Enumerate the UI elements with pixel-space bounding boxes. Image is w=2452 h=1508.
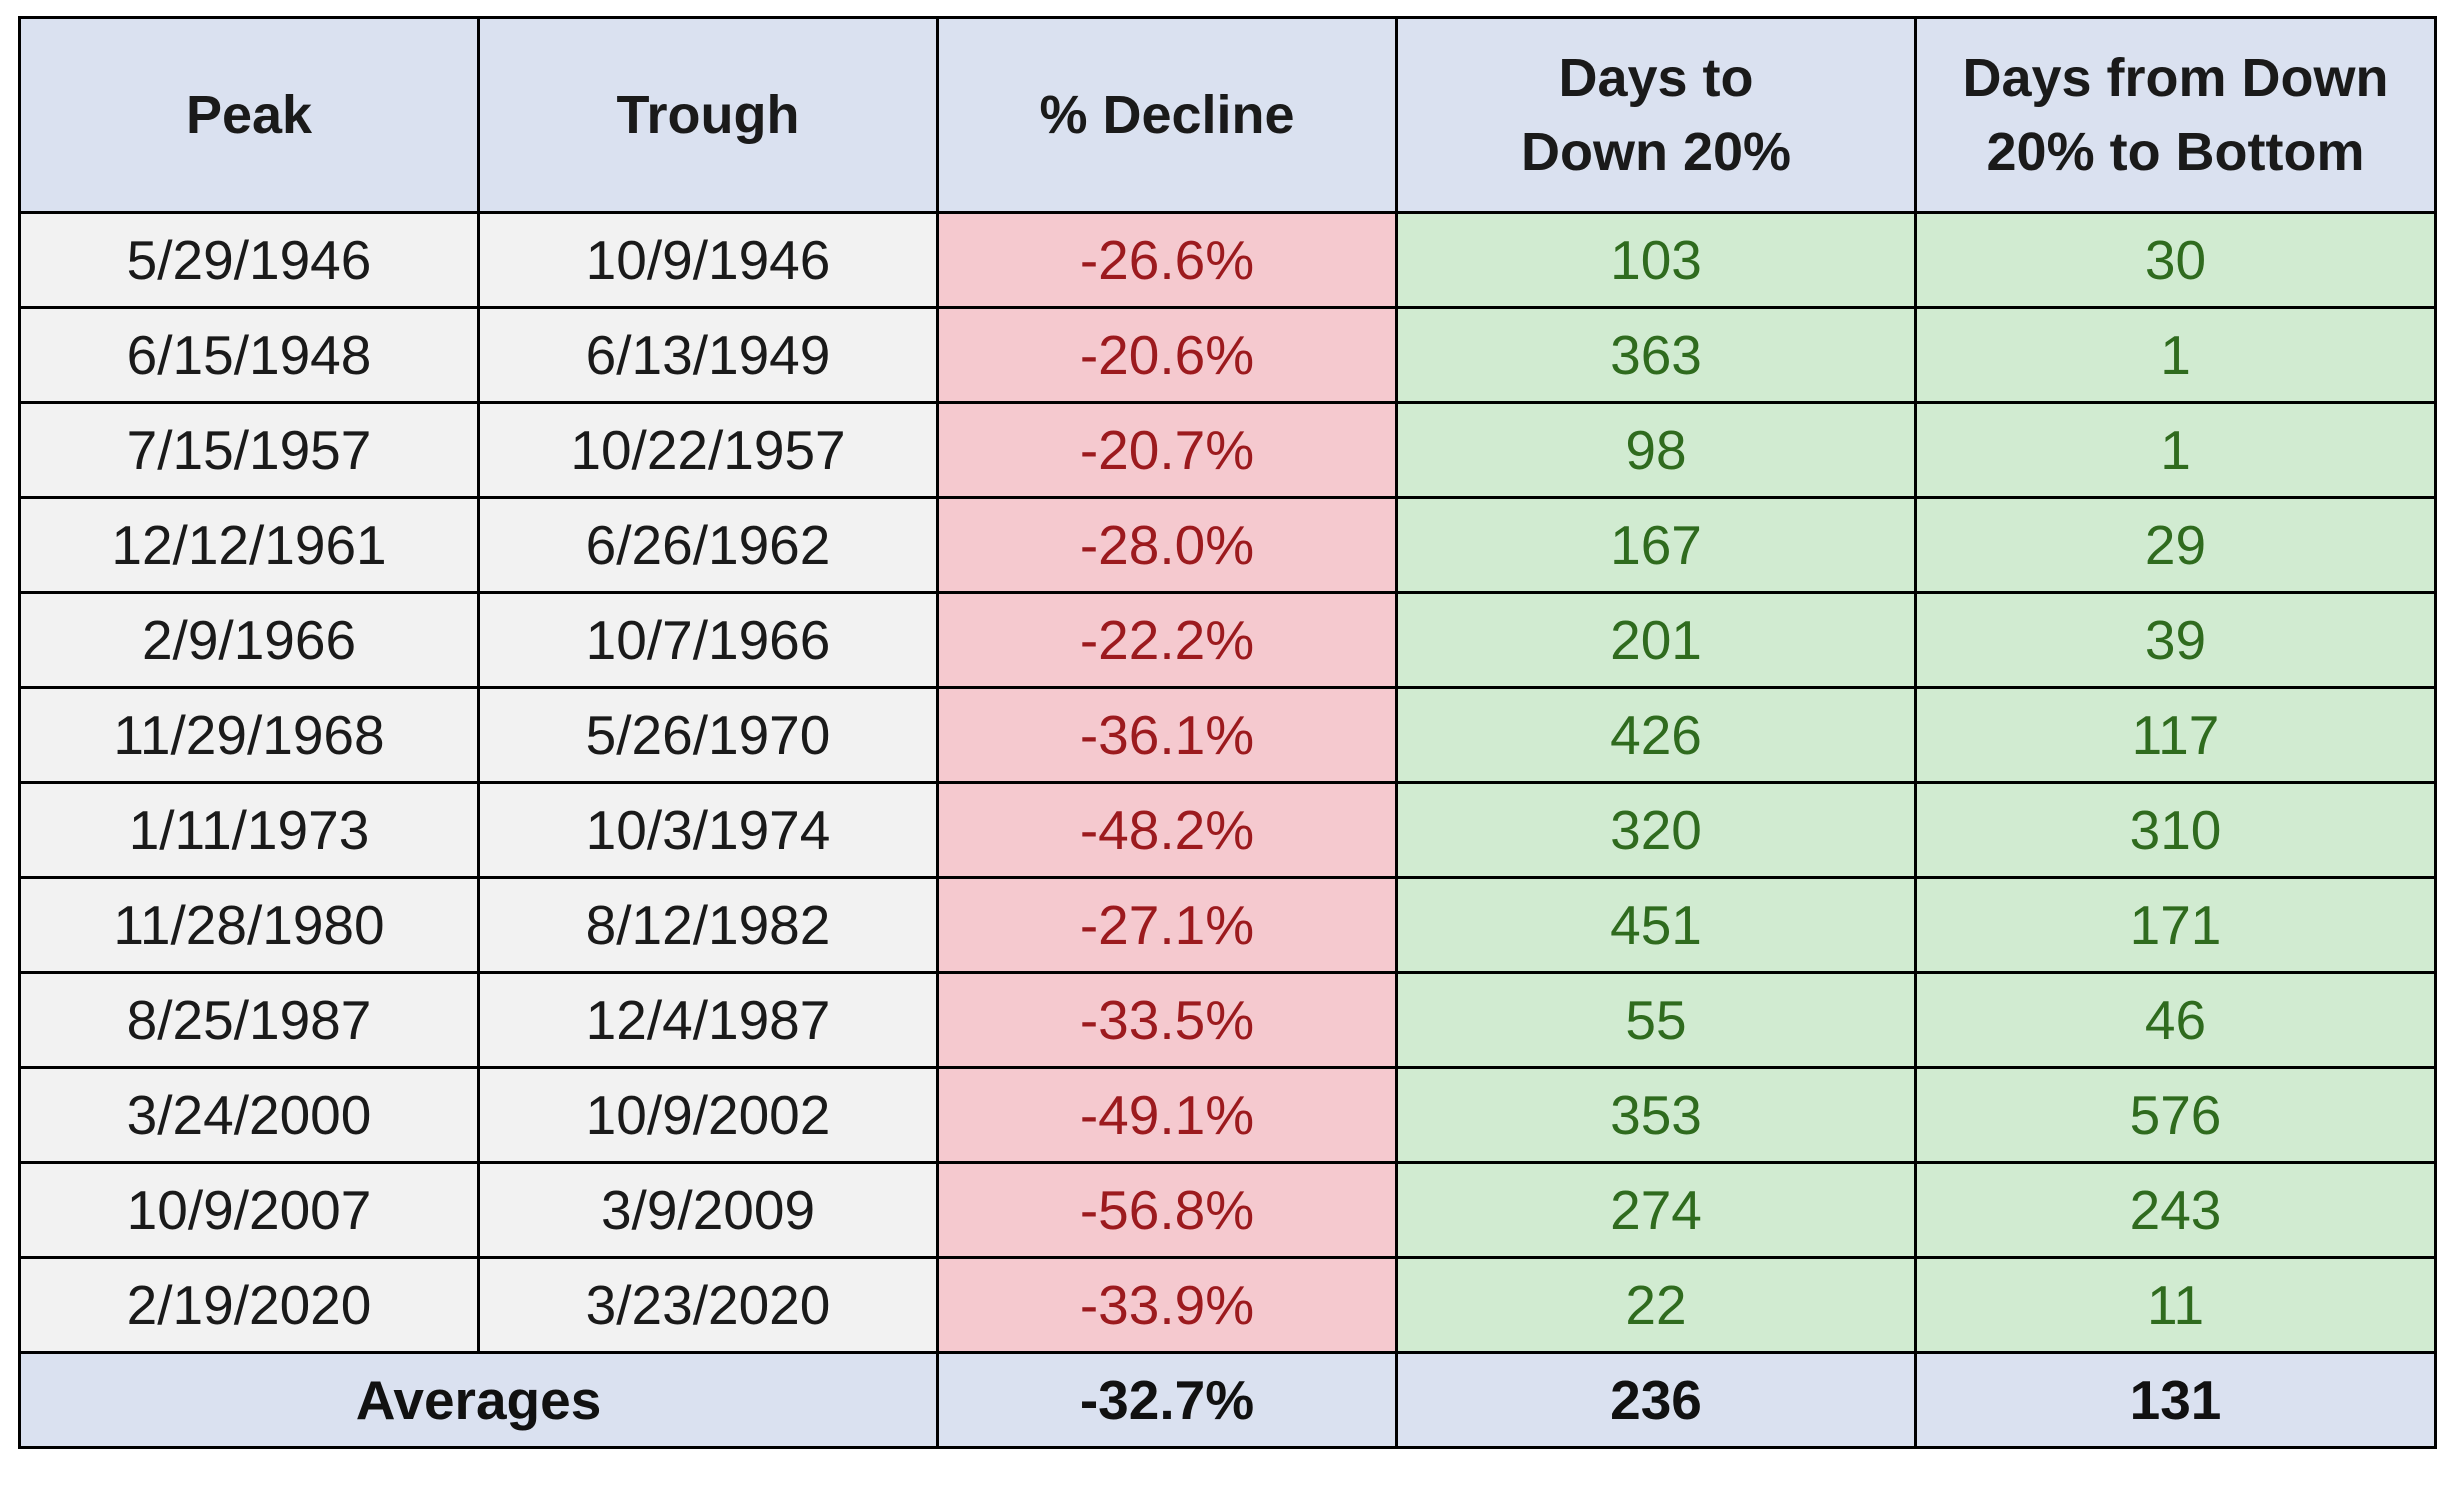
cell-trough: 10/9/2002 (477, 1066, 939, 1164)
cell-days-from: 11 (1914, 1256, 2437, 1354)
cell-decline: -33.9% (936, 1256, 1398, 1354)
averages-days-to: 236 (1395, 1351, 1917, 1449)
cell-peak: 3/24/2000 (18, 1066, 480, 1164)
cell-days-from: 576 (1914, 1066, 2437, 1164)
cell-trough: 10/22/1957 (477, 401, 939, 499)
cell-trough: 10/9/1946 (477, 211, 939, 309)
header-decline: % Decline (936, 16, 1398, 214)
cell-peak: 11/28/1980 (18, 876, 480, 974)
cell-decline: -20.6% (936, 306, 1398, 404)
cell-peak: 1/11/1973 (18, 781, 480, 879)
cell-decline: -20.7% (936, 401, 1398, 499)
cell-days-from: 46 (1914, 971, 2437, 1069)
header-peak: Peak (18, 16, 480, 214)
cell-peak: 6/15/1948 (18, 306, 480, 404)
table-body: 5/29/1946 10/9/1946 -26.6% 103 30 6/15/1948 6/… (18, 211, 2437, 1354)
cell-decline: -22.2% (936, 591, 1398, 689)
cell-decline: -36.1% (936, 686, 1398, 784)
header-days-to-line-2: Down 20% (1520, 122, 1792, 182)
header-trough: Trough (477, 16, 939, 214)
cell-decline: -33.5% (936, 971, 1398, 1069)
cell-days-to: 274 (1395, 1161, 1917, 1259)
cell-trough: 6/13/1949 (477, 306, 939, 404)
cell-decline: -28.0% (936, 496, 1398, 594)
header-days-from-line-1: Days from Down (1962, 48, 2389, 108)
cell-days-from: 117 (1914, 686, 2437, 784)
cell-trough: 12/4/1987 (477, 971, 939, 1069)
cell-decline: -49.1% (936, 1066, 1398, 1164)
cell-peak: 12/12/1961 (18, 496, 480, 594)
cell-decline: -56.8% (936, 1161, 1398, 1259)
cell-days-from: 243 (1914, 1161, 2437, 1259)
table-row: 12/12/1961 6/26/1962 -28.0% 167 29 (18, 496, 2437, 594)
cell-days-to: 451 (1395, 876, 1917, 974)
table-row: 10/9/2007 3/9/2009 -56.8% 274 243 (18, 1161, 2437, 1259)
cell-decline: -26.6% (936, 211, 1398, 309)
cell-days-to: 22 (1395, 1256, 1917, 1354)
cell-peak: 7/15/1957 (18, 401, 480, 499)
cell-days-to: 201 (1395, 591, 1917, 689)
table-header: Peak Trough % Decline Days to Down 20% D… (18, 16, 2437, 214)
averages-decline: -32.7% (936, 1351, 1398, 1449)
table-row: 1/11/1973 10/3/1974 -48.2% 320 310 (18, 781, 2437, 879)
header-days-to-down-20: Days to Down 20% (1395, 16, 1917, 214)
cell-days-from: 29 (1914, 496, 2437, 594)
cell-peak: 2/19/2020 (18, 1256, 480, 1354)
cell-trough: 3/9/2009 (477, 1161, 939, 1259)
cell-days-to: 353 (1395, 1066, 1917, 1164)
cell-days-from: 39 (1914, 591, 2437, 689)
cell-peak: 2/9/1966 (18, 591, 480, 689)
cell-trough: 5/26/1970 (477, 686, 939, 784)
cell-trough: 3/23/2020 (477, 1256, 939, 1354)
cell-days-from: 171 (1914, 876, 2437, 974)
table-row: 2/9/1966 10/7/1966 -22.2% 201 39 (18, 591, 2437, 689)
averages-label: Averages (18, 1351, 939, 1449)
cell-trough: 10/3/1974 (477, 781, 939, 879)
cell-days-to: 55 (1395, 971, 1917, 1069)
table-row: 11/28/1980 8/12/1982 -27.1% 451 171 (18, 876, 2437, 974)
averages-row: Averages -32.7% 236 131 (18, 1351, 2437, 1449)
table-row: 3/24/2000 10/9/2002 -49.1% 353 576 (18, 1066, 2437, 1164)
cell-days-from: 1 (1914, 401, 2437, 499)
table-row: 8/25/1987 12/4/1987 -33.5% 55 46 (18, 971, 2437, 1069)
cell-decline: -48.2% (936, 781, 1398, 879)
cell-days-to: 98 (1395, 401, 1917, 499)
cell-days-from: 30 (1914, 211, 2437, 309)
table-row: 11/29/1968 5/26/1970 -36.1% 426 117 (18, 686, 2437, 784)
table-row: 2/19/2020 3/23/2020 -33.9% 22 11 (18, 1256, 2437, 1354)
table-row: 6/15/1948 6/13/1949 -20.6% 363 1 (18, 306, 2437, 404)
table-row: 5/29/1946 10/9/1946 -26.6% 103 30 (18, 211, 2437, 309)
header-row: Peak Trough % Decline Days to Down 20% D… (18, 16, 2437, 214)
header-days-from-down-20-to-bottom: Days from Down 20% to Bottom (1914, 16, 2437, 214)
cell-days-to: 167 (1395, 496, 1917, 594)
header-days-to-line-1: Days to (1558, 48, 1754, 108)
table-footer: Averages -32.7% 236 131 (18, 1351, 2437, 1449)
cell-days-to: 320 (1395, 781, 1917, 879)
cell-peak: 5/29/1946 (18, 211, 480, 309)
cell-days-from: 310 (1914, 781, 2437, 879)
cell-peak: 8/25/1987 (18, 971, 480, 1069)
averages-days-from: 131 (1914, 1351, 2437, 1449)
cell-peak: 10/9/2007 (18, 1161, 480, 1259)
table-row: 7/15/1957 10/22/1957 -20.7% 98 1 (18, 401, 2437, 499)
cell-trough: 10/7/1966 (477, 591, 939, 689)
header-days-from-line-2: 20% to Bottom (1986, 122, 2365, 182)
cell-days-to: 103 (1395, 211, 1917, 309)
cell-trough: 8/12/1982 (477, 876, 939, 974)
cell-peak: 11/29/1968 (18, 686, 480, 784)
cell-decline: -27.1% (936, 876, 1398, 974)
bear-market-table: Peak Trough % Decline Days to Down 20% D… (18, 16, 2437, 1449)
cell-trough: 6/26/1962 (477, 496, 939, 594)
cell-days-from: 1 (1914, 306, 2437, 404)
cell-days-to: 426 (1395, 686, 1917, 784)
cell-days-to: 363 (1395, 306, 1917, 404)
